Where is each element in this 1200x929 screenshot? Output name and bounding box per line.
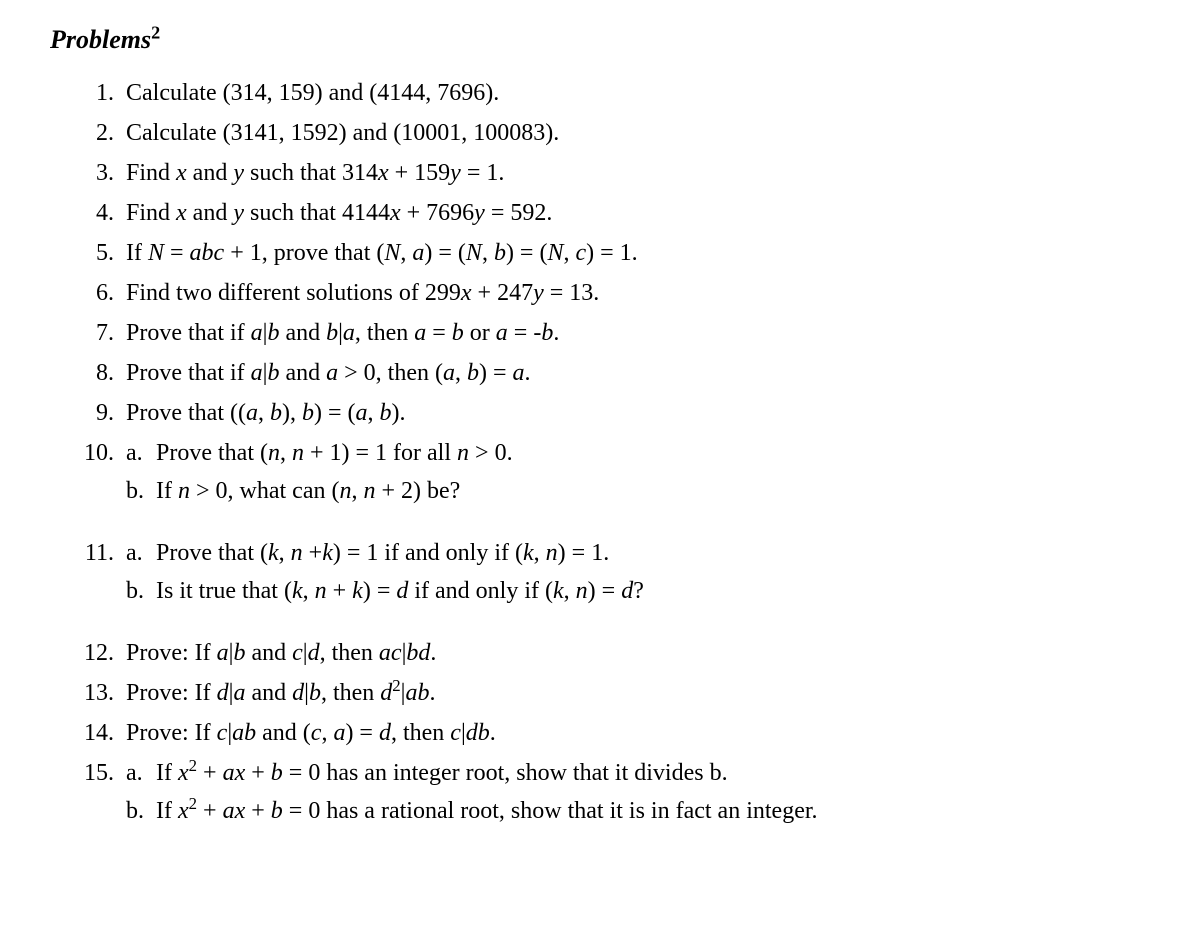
problem-num: 6.	[70, 275, 126, 311]
problem-num: 14.	[70, 715, 126, 751]
problem-body: Calculate (314, 159) and (4144, 7696).	[126, 75, 1150, 111]
sub-label: b.	[126, 573, 156, 609]
problem-body: a. Prove that (n, n + 1) = 1 for all n >…	[126, 435, 1150, 511]
problem-3: 3. Find x and y such that 314x + 159y = …	[70, 155, 1150, 191]
subproblem-a: a. Prove that (n, n + 1) = 1 for all n >…	[126, 435, 1150, 471]
problem-10: 10. a. Prove that (n, n + 1) = 1 for all…	[70, 435, 1150, 511]
problem-num: 5.	[70, 235, 126, 271]
problem-num: 3.	[70, 155, 126, 191]
problem-body: Prove: If d|a and d|b, then d2|ab.	[126, 675, 1150, 711]
problem-num: 4.	[70, 195, 126, 231]
problem-body: Prove that if a|b and b|a, then a = b or…	[126, 315, 1150, 351]
problem-num: 1.	[70, 75, 126, 111]
problem-5: 5. If N = abc + 1, prove that (N, a) = (…	[70, 235, 1150, 271]
sub-body: If x2 + ax + b = 0 has a rational root, …	[156, 793, 818, 829]
problem-1: 1. Calculate (314, 159) and (4144, 7696)…	[70, 75, 1150, 111]
problem-6: 6. Find two different solutions of 299x …	[70, 275, 1150, 311]
problem-num: 7.	[70, 315, 126, 351]
title-sup: 2	[151, 22, 160, 42]
problem-7: 7. Prove that if a|b and b|a, then a = b…	[70, 315, 1150, 351]
problem-num: 11.	[70, 535, 126, 611]
sub-label: a.	[126, 755, 156, 791]
problem-4: 4. Find x and y such that 4144x + 7696y …	[70, 195, 1150, 231]
sub-label: a.	[126, 535, 156, 571]
subproblem-b: b. If x2 + ax + b = 0 has a rational roo…	[126, 793, 1150, 829]
sub-label: b.	[126, 793, 156, 829]
sub-body: If x2 + ax + b = 0 has an integer root, …	[156, 755, 728, 791]
problem-num: 9.	[70, 395, 126, 431]
problem-body: Prove: If c|ab and (c, a) = d, then c|db…	[126, 715, 1150, 751]
problem-body: If N = abc + 1, prove that (N, a) = (N, …	[126, 235, 1150, 271]
problem-12: 12. Prove: If a|b and c|d, then ac|bd.	[70, 635, 1150, 671]
problem-15: 15. a. If x2 + ax + b = 0 has an integer…	[70, 755, 1150, 831]
problem-9: 9. Prove that ((a, b), b) = (a, b).	[70, 395, 1150, 431]
problem-num: 15.	[70, 755, 126, 831]
sub-body: Prove that (k, n +k) = 1 if and only if …	[156, 535, 609, 571]
spacer	[50, 515, 1150, 535]
problem-body: Prove that ((a, b), b) = (a, b).	[126, 395, 1150, 431]
problem-body: Prove that if a|b and a > 0, then (a, b)…	[126, 355, 1150, 391]
problem-13: 13. Prove: If d|a and d|b, then d2|ab.	[70, 675, 1150, 711]
problem-num: 2.	[70, 115, 126, 151]
problem-11: 11. a. Prove that (k, n +k) = 1 if and o…	[70, 535, 1150, 611]
subproblem-a: a. If x2 + ax + b = 0 has an integer roo…	[126, 755, 1150, 791]
subproblem-a: a. Prove that (k, n +k) = 1 if and only …	[126, 535, 1150, 571]
problem-num: 10.	[70, 435, 126, 511]
problem-body: Prove: If a|b and c|d, then ac|bd.	[126, 635, 1150, 671]
page-title: Problems2	[50, 20, 1150, 59]
subproblem-b: b. If n > 0, what can (n, n + 2) be?	[126, 473, 1150, 509]
problem-2: 2. Calculate (3141, 1592) and (10001, 10…	[70, 115, 1150, 151]
problem-body: Calculate (3141, 1592) and (10001, 10008…	[126, 115, 1150, 151]
title-base: Problems	[50, 25, 151, 54]
sub-body: Prove that (n, n + 1) = 1 for all n > 0.	[156, 435, 513, 471]
sub-body: If n > 0, what can (n, n + 2) be?	[156, 473, 460, 509]
problem-num: 8.	[70, 355, 126, 391]
subproblem-b: b. Is it true that (k, n + k) = d if and…	[126, 573, 1150, 609]
problem-8: 8. Prove that if a|b and a > 0, then (a,…	[70, 355, 1150, 391]
sub-label: b.	[126, 473, 156, 509]
problem-num: 13.	[70, 675, 126, 711]
problem-num: 12.	[70, 635, 126, 671]
problem-body: a. Prove that (k, n +k) = 1 if and only …	[126, 535, 1150, 611]
sub-label: a.	[126, 435, 156, 471]
sub-body: Is it true that (k, n + k) = d if and on…	[156, 573, 644, 609]
problem-body: Find x and y such that 4144x + 7696y = 5…	[126, 195, 1150, 231]
problem-body: Find two different solutions of 299x + 2…	[126, 275, 1150, 311]
problem-body: Find x and y such that 314x + 159y = 1.	[126, 155, 1150, 191]
spacer	[50, 615, 1150, 635]
problem-14: 14. Prove: If c|ab and (c, a) = d, then …	[70, 715, 1150, 751]
problem-body: a. If x2 + ax + b = 0 has an integer roo…	[126, 755, 1150, 831]
